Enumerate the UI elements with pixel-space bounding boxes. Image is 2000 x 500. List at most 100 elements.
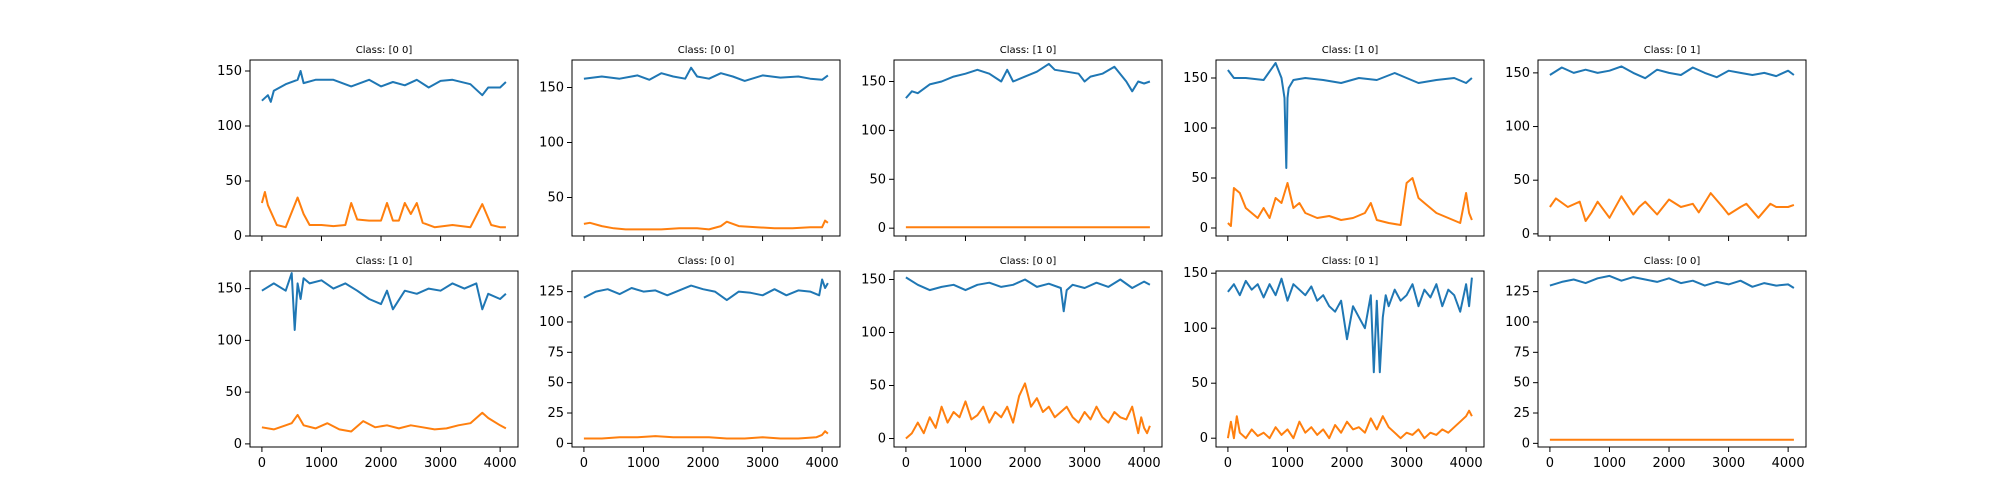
plot-frame: [1537, 270, 1807, 448]
series-line-2: [905, 382, 1151, 440]
plot-frame: [1215, 59, 1485, 237]
y-tick-label: 100: [1505, 120, 1530, 135]
y-tick-label: 100: [1505, 315, 1530, 330]
series-line-1: [1227, 62, 1473, 169]
plot-frame: [1215, 270, 1485, 448]
x-tick-label: 1000: [1271, 456, 1304, 471]
subplot-title: Class: [0 1]: [1322, 256, 1379, 267]
subplot-9: Class: [0 1] 0 50 100 150 0 1000 2000 3000 4000: [1183, 256, 1485, 471]
series-line-2: [1227, 177, 1473, 227]
series-line-2: [583, 430, 829, 440]
y-tick-label: 50: [869, 379, 886, 394]
y-tick-label: 0: [878, 432, 886, 447]
x-tick-label: 1000: [305, 456, 338, 471]
y-tick-label: 50: [1513, 173, 1530, 188]
subplot-title: Class: [0 0]: [678, 45, 735, 56]
subplot-3: Class: [1 0] 0 50 100 150: [861, 45, 1163, 241]
y-tick-label: 150: [1183, 266, 1208, 281]
subplot-4: Class: [1 0] 0 50 100 150: [1183, 45, 1485, 241]
y-tick-label: 75: [547, 345, 564, 360]
x-tick-label: 3000: [424, 456, 457, 471]
y-tick-label: 0: [234, 437, 242, 452]
plot-frame: [893, 270, 1163, 448]
series-line-1: [583, 66, 829, 82]
y-tick-label: 150: [861, 272, 886, 287]
y-tick-label: 150: [217, 282, 242, 297]
series-line-2: [1226, 409, 1473, 440]
x-tick-label: 0: [258, 456, 266, 471]
series-line-1: [583, 278, 829, 302]
subplot-title: Class: [1 0]: [356, 256, 413, 267]
series-line-1: [261, 272, 507, 331]
subplot-title: Class: [1 0]: [1000, 45, 1057, 56]
y-tick-label: 50: [1513, 376, 1530, 391]
y-tick-label: 125: [1505, 285, 1530, 300]
x-tick-label: 2000: [686, 456, 719, 471]
series-line-1: [1227, 277, 1473, 374]
x-tick-label: 1000: [949, 456, 982, 471]
subplot-title: Class: [0 0]: [1000, 256, 1057, 267]
x-tick-label: 1000: [627, 456, 660, 471]
y-tick-label: 150: [217, 64, 242, 79]
y-tick-label: 150: [1505, 66, 1530, 81]
y-tick-label: 50: [1191, 171, 1208, 186]
x-tick-label: 0: [1546, 456, 1554, 471]
y-tick-label: 150: [861, 75, 886, 90]
plot-frame: [249, 59, 519, 237]
x-tick-label: 4000: [484, 456, 517, 471]
y-tick-label: 100: [861, 123, 886, 138]
y-tick-label: 50: [1191, 376, 1208, 391]
series-line-1: [1549, 274, 1795, 289]
y-tick-label: 25: [1513, 406, 1530, 421]
subplot-10: Class: [0 0] 0 25 50 75 100 125 0 1000 2000 3000 40…: [1505, 256, 1807, 471]
series-line-2: [260, 191, 506, 229]
y-tick-label: 100: [539, 136, 564, 151]
x-tick-label: 3000: [1712, 456, 1745, 471]
subplot-title: Class: [0 1]: [1644, 45, 1701, 56]
y-tick-label: 125: [539, 285, 564, 300]
y-tick-label: 50: [225, 385, 242, 400]
y-tick-label: 100: [539, 315, 564, 330]
x-tick-label: 2000: [1330, 456, 1363, 471]
x-tick-label: 1000: [1593, 456, 1626, 471]
y-tick-label: 50: [547, 191, 564, 206]
plot-frame: [1537, 59, 1807, 237]
x-tick-label: 2000: [1652, 456, 1685, 471]
y-tick-label: 50: [869, 172, 886, 187]
x-tick-label: 4000: [806, 456, 839, 471]
y-tick-label: 50: [225, 174, 242, 189]
x-tick-label: 3000: [1068, 456, 1101, 471]
subplot-title: Class: [0 0]: [356, 45, 413, 56]
x-tick-label: 4000: [1772, 456, 1805, 471]
y-tick-label: 150: [1183, 71, 1208, 86]
plot-frame: [249, 270, 519, 448]
subplot-5: Class: [0 1] 0 50 100 150: [1505, 45, 1807, 242]
y-tick-label: 0: [1522, 227, 1530, 242]
x-tick-label: 0: [1224, 456, 1232, 471]
y-tick-label: 50: [547, 376, 564, 391]
series-line-2: [261, 411, 507, 433]
plot-frame: [571, 270, 841, 448]
y-tick-label: 100: [861, 325, 886, 340]
y-tick-label: 75: [1513, 345, 1530, 360]
y-tick-label: 25: [547, 406, 564, 421]
series-line-1: [905, 276, 1151, 313]
series-line-2: [583, 219, 829, 231]
subplot-7: Class: [0 0] 0 25 50 75 100 125 0 1000 2000 3000 40…: [539, 256, 841, 471]
x-tick-label: 4000: [1128, 456, 1161, 471]
series-line-1: [1549, 65, 1795, 80]
subplot-title: Class: [0 0]: [1644, 256, 1701, 267]
plot-frame: [893, 59, 1163, 237]
series-line-2: [1549, 192, 1795, 222]
subplot-title: Class: [1 0]: [1322, 45, 1379, 56]
y-tick-label: 0: [1522, 436, 1530, 451]
x-tick-label: 0: [580, 456, 588, 471]
y-tick-label: 150: [539, 81, 564, 96]
subplot-6: Class: [1 0] 0 50 100 150 0 1000 2000 3000 4000: [217, 256, 519, 471]
y-tick-label: 0: [1200, 221, 1208, 236]
y-tick-label: 100: [1183, 321, 1208, 336]
x-tick-label: 0: [902, 456, 910, 471]
x-tick-label: 4000: [1450, 456, 1483, 471]
x-tick-label: 2000: [364, 456, 397, 471]
subplot-2: Class: [0 0] 50 100 150: [539, 45, 841, 241]
